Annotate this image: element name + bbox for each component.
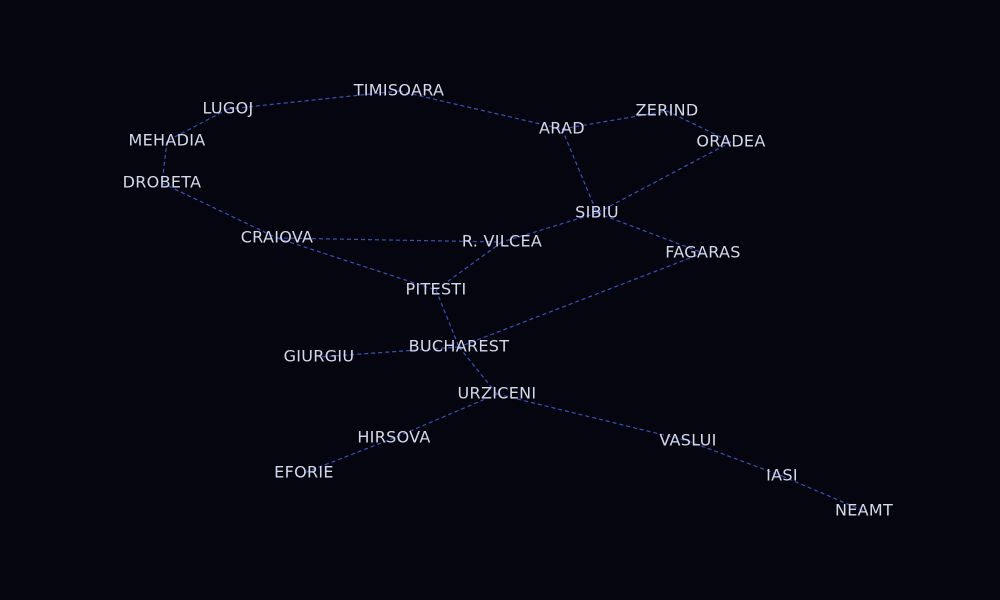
- city-label-drobeta: DROBETA: [123, 173, 202, 192]
- city-label-timisoara: TIMISOARA: [353, 81, 445, 100]
- city-label-craiova: CRAIOVA: [241, 228, 314, 247]
- city-label-pitesti: PITESTI: [406, 280, 467, 299]
- city-label-urziceni: URZICENI: [458, 384, 537, 403]
- city-label-fagaras: FAGARAS: [665, 243, 740, 262]
- city-label-mehadia: MEHADIA: [129, 131, 206, 150]
- city-label-oradea: ORADEA: [696, 132, 765, 151]
- city-label-zerind: ZERIND: [636, 101, 699, 120]
- city-label-eforie: EFORIE: [274, 463, 334, 482]
- city-label-neamt: NEAMT: [835, 501, 893, 520]
- road-arad-sibiu: [562, 129, 597, 213]
- city-label-rvilcea: R. VILCEA: [462, 232, 542, 251]
- city-label-vaslui: VASLUI: [659, 431, 716, 450]
- city-label-iasi: IASI: [766, 466, 798, 485]
- city-label-sibiu: SIBIU: [575, 203, 619, 222]
- city-label-hirsova: HIRSOVA: [357, 428, 430, 447]
- city-labels: TIMISOARA LUGOJ MEHADIA DROBETA CRAIOVA ARAD Z…: [123, 81, 893, 520]
- road-edges: [162, 91, 864, 511]
- city-label-lugoj: LUGOJ: [202, 99, 253, 118]
- city-label-giurgiu: GIURGIU: [284, 347, 355, 366]
- city-label-bucharest: BUCHAREST: [409, 337, 510, 356]
- road-fagaras-bucharest: [459, 253, 703, 347]
- city-label-arad: ARAD: [539, 119, 585, 138]
